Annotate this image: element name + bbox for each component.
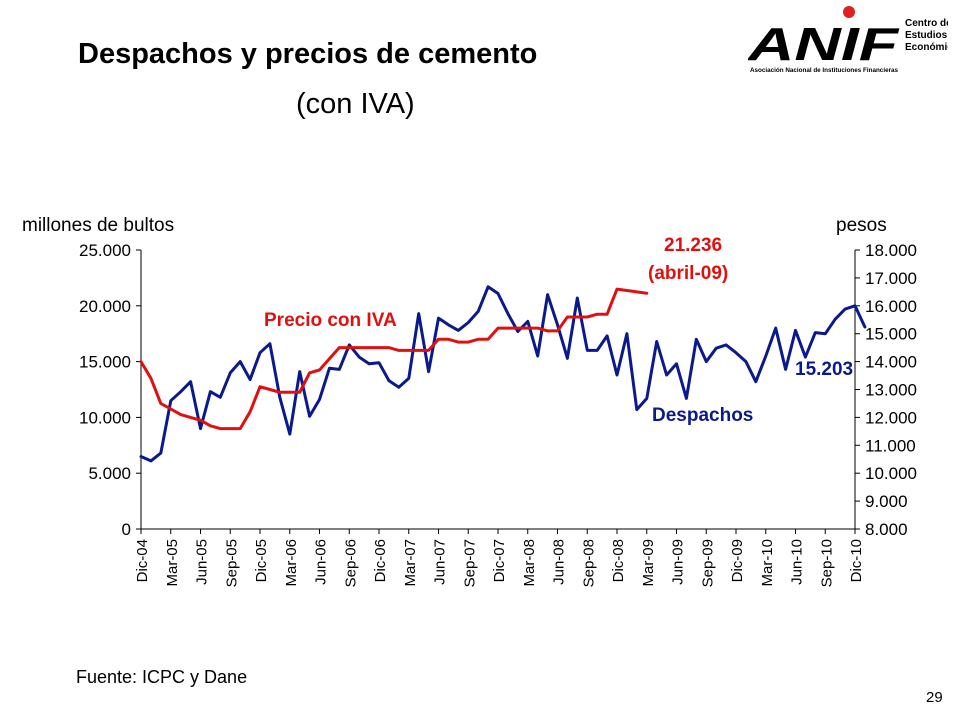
x-tick-label: Jun-08: [551, 539, 568, 585]
logo-line-3: Económicos: [905, 42, 948, 53]
x-tick-label: Jun-06: [313, 539, 330, 585]
source-note: Fuente: ICPC y Dane: [76, 667, 248, 687]
right-tick-label: 11.000: [865, 436, 916, 455]
x-tick-label: Sep-06: [342, 539, 359, 587]
series-line-precio-con-iva: [139, 287, 649, 431]
series-line-despachos: [139, 285, 867, 463]
right-tick-label: 10.000: [865, 464, 917, 483]
right-tick-label: 16.000: [865, 297, 917, 316]
left-axis-label: millones de bultos: [22, 215, 174, 236]
right-axis: 8.000 9.000 10.000 11.000 12.000 13.000 14.000…: [854, 241, 917, 539]
x-tick-label: Jun-07: [432, 539, 449, 585]
x-tick-label: Dic-08: [610, 539, 627, 582]
annotation-price-label: Precio con IVA: [264, 310, 397, 331]
x-tick-label: Sep-10: [818, 539, 835, 587]
x-tick-label: Mar-05: [164, 539, 181, 587]
x-tick-label: Dic-04: [134, 539, 151, 582]
x-tick-label: Dic-05: [253, 539, 270, 582]
left-tick-label: 5.000: [88, 464, 131, 483]
right-tick-label: 12.000: [865, 408, 917, 427]
right-tick-label: 14.000: [865, 353, 917, 372]
x-tick-label: Dic-10: [848, 539, 865, 582]
left-tick-label: 15.000: [79, 353, 131, 372]
x-tick-label: Jun-09: [670, 539, 687, 585]
left-tick-label: 20.000: [79, 297, 131, 316]
x-tick-label: Mar-06: [283, 539, 300, 587]
x-tick-label: Sep-05: [223, 539, 240, 587]
right-tick-label: 13.000: [865, 381, 917, 400]
right-tick-label: 17.000: [865, 269, 917, 288]
right-tick-label: 18.000: [865, 241, 917, 260]
page-number: 29: [926, 689, 943, 706]
chart: millones de bultos pesos 0 5.000 10.000 15.…: [22, 215, 917, 587]
x-tick-label: Sep-09: [699, 539, 716, 587]
x-tick-label: Mar-10: [759, 539, 776, 587]
x-tick-label: Mar-07: [402, 539, 419, 587]
x-tick-label: Sep-07: [461, 539, 478, 587]
x-tick-label: Dic-07: [491, 539, 508, 582]
x-tick-label: Dic-06: [372, 539, 389, 582]
x-tick-label: Mar-09: [640, 539, 657, 587]
logo-wordmark: ANIF: [748, 18, 901, 70]
x-tick-label: Mar-08: [521, 539, 538, 587]
right-tick-label: 15.000: [865, 325, 917, 344]
annotation-price-date: (abril-09): [648, 263, 728, 284]
left-axis: 0 5.000 10.000 15.000 20.000 25.000: [79, 241, 142, 539]
anif-logo: ANIF Centro de Estudios Económicos Asoci…: [748, 6, 948, 74]
x-axis: Dic-04 Mar-05 Jun-05 Sep-05 Dic-05 Mar-06 Jun-…: [134, 528, 865, 587]
annotation-price-value: 21.236: [664, 235, 722, 256]
right-tick-label: 8.000: [865, 520, 908, 539]
logo-line-2: Estudios: [905, 30, 948, 41]
logo-line-1: Centro de: [905, 18, 948, 29]
page-subtitle: (con IVA): [296, 88, 415, 120]
x-tick-label: Sep-08: [580, 539, 597, 587]
page-title: Despachos y precios de cemento: [78, 38, 538, 70]
annotation-dispatch-label: Despachos: [652, 405, 753, 426]
annotation-dispatch-value: 15.203: [795, 359, 853, 380]
left-tick-label: 10.000: [79, 408, 131, 427]
series-group: [139, 285, 867, 463]
x-tick-label: Dic-09: [729, 539, 746, 582]
x-tick-label: Jun-10: [789, 539, 806, 585]
logo-tagline: Asociación Nacional de Instituciones Fin…: [750, 67, 899, 74]
logo-dot-icon: [843, 6, 855, 18]
x-tick-label: Jun-05: [194, 539, 211, 585]
left-tick-label: 0: [122, 520, 131, 539]
right-tick-label: 9.000: [865, 492, 908, 511]
right-axis-label: pesos: [836, 215, 887, 236]
left-tick-label: 25.000: [79, 241, 131, 260]
